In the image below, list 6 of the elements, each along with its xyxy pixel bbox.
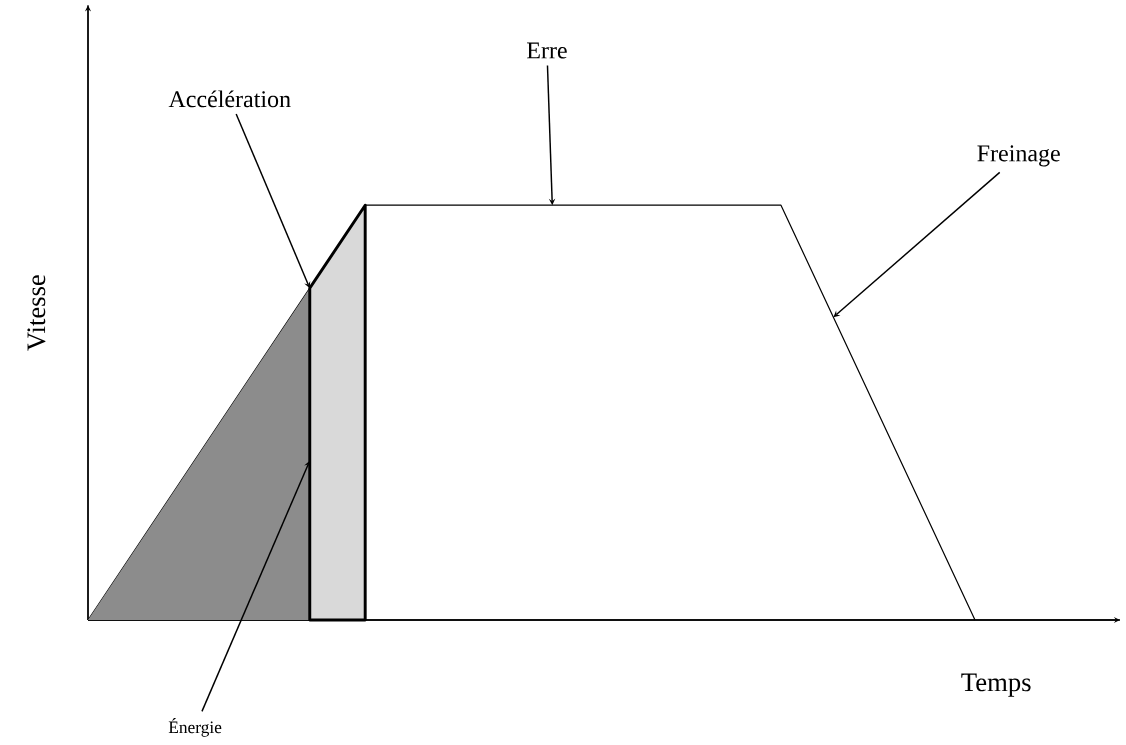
- text: Erre: [527, 42, 567, 59]
- x-axis-title: Temps: [961, 673, 1031, 697]
- text: Accélération: [168, 90, 291, 108]
- text: Énergie: [168, 718, 222, 737]
- y-axis-title: Vitesse: [27, 275, 46, 351]
- text: Freinage: [977, 145, 1060, 167]
